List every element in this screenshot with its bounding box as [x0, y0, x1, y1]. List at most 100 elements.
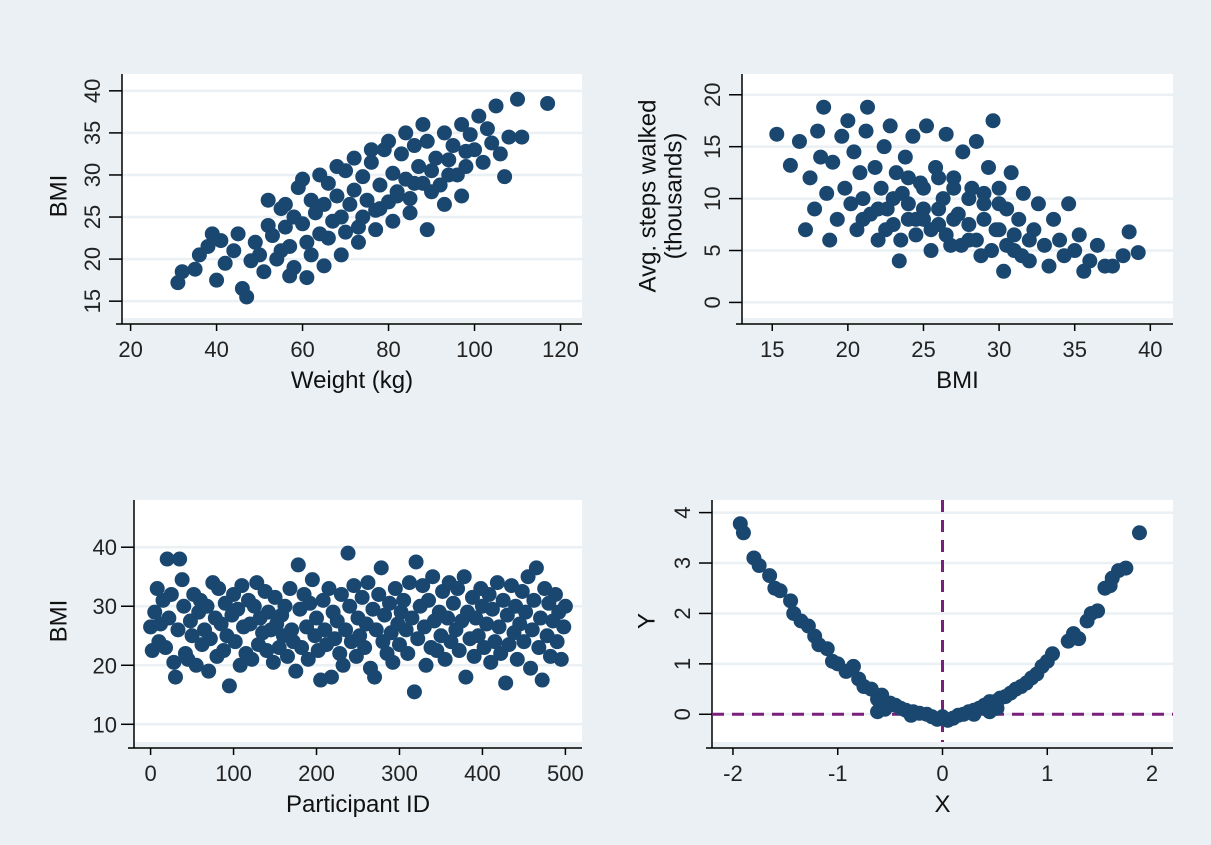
data-point [323, 669, 339, 685]
data-point [226, 243, 242, 259]
data-point [553, 651, 569, 667]
data-point [329, 159, 345, 175]
data-point [966, 706, 982, 722]
data-point [365, 601, 381, 617]
data-point [303, 247, 319, 263]
data-point [855, 191, 871, 207]
data-point [355, 209, 371, 225]
chart-4: -2 -1 0 1 2 0 1 2 3 4 X Y [633, 500, 1173, 818]
x-tick-label: 60 [290, 337, 314, 362]
y-tick-label: 0 [700, 296, 725, 308]
data-point [279, 648, 295, 664]
data-point [885, 191, 901, 207]
y-tick-label: 3 [670, 557, 695, 569]
data-point [440, 610, 456, 626]
data-point [170, 622, 186, 638]
y-tick-label: 30 [80, 163, 105, 187]
y-tick-label: 4 [670, 506, 695, 518]
data-point [1118, 560, 1134, 576]
data-point [227, 634, 243, 650]
data-point [915, 201, 931, 217]
data-point [991, 222, 1007, 238]
data-point [501, 129, 517, 145]
data-point [840, 113, 856, 129]
data-point [184, 628, 200, 644]
data-point [312, 167, 328, 183]
data-point [424, 184, 440, 200]
data-point [1021, 232, 1037, 248]
x-tick-label: 100 [215, 761, 252, 786]
data-point [367, 669, 383, 685]
data-point [938, 126, 954, 142]
data-point [398, 622, 414, 638]
data-point [172, 551, 188, 567]
data-point [531, 640, 547, 656]
data-point [357, 640, 373, 656]
data-point [923, 222, 939, 238]
data-point [514, 129, 530, 145]
data-point [368, 622, 384, 638]
data-point [458, 159, 474, 175]
data-point [458, 669, 474, 685]
data-point [467, 142, 483, 158]
data-point [221, 678, 237, 694]
x-tick-label: 15 [760, 337, 784, 362]
data-point [923, 243, 939, 259]
data-point [819, 185, 835, 201]
data-point [216, 643, 232, 659]
data-point [428, 150, 444, 166]
data-point [999, 237, 1015, 253]
data-point [497, 169, 513, 185]
data-point [282, 581, 298, 597]
x-tick-label: 0 [144, 761, 156, 786]
data-point [303, 192, 319, 208]
data-point [321, 581, 337, 597]
data-point [389, 188, 405, 204]
x-tick-label: 20 [836, 337, 860, 362]
data-point [982, 704, 998, 720]
y-tick-label: 20 [93, 653, 117, 678]
chart-1: 20 40 60 80 100 120 15 20 25 30 35 40 Weight (kg) BMI [45, 74, 582, 394]
data-point [259, 643, 275, 659]
data-point [264, 228, 280, 244]
data-point [961, 191, 977, 207]
data-point [188, 657, 204, 673]
data-point [512, 616, 528, 632]
data-point [991, 196, 1007, 212]
data-point [260, 604, 276, 620]
data-point [199, 598, 215, 614]
data-point [968, 133, 984, 149]
data-point [931, 201, 947, 217]
y-tick-label: 2 [670, 607, 695, 619]
data-point [421, 592, 437, 608]
y-tick-label: 30 [93, 594, 117, 619]
x-tick-label: 40 [1138, 337, 1162, 362]
data-point [260, 192, 276, 208]
data-point [424, 163, 440, 179]
y-tick-label: 20 [80, 247, 105, 271]
data-point [441, 167, 457, 183]
data-point [354, 589, 370, 605]
data-point [385, 165, 401, 181]
data-point [149, 581, 165, 597]
data-point [533, 610, 549, 626]
data-point [404, 610, 420, 626]
data-point [484, 601, 500, 617]
data-point [882, 118, 898, 134]
data-point [202, 631, 218, 647]
data-point [526, 592, 542, 608]
data-point [294, 640, 310, 656]
data-point [213, 233, 229, 249]
data-point [860, 99, 876, 115]
data-point [234, 578, 250, 594]
data-point [829, 211, 845, 227]
data-point [410, 631, 426, 647]
data-point [309, 610, 325, 626]
data-point [360, 575, 376, 591]
data-point [217, 255, 233, 271]
data-point [299, 270, 315, 286]
data-point [877, 701, 893, 717]
data-point [382, 595, 398, 611]
data-point [316, 196, 332, 212]
